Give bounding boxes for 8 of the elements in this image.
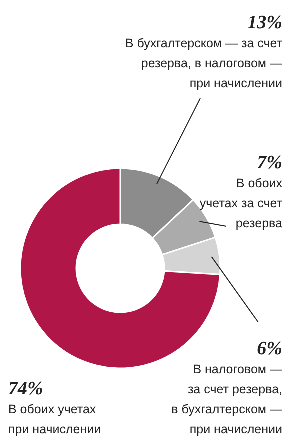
data-label: 6%	[257, 338, 282, 360]
slice-label: В бухгалтерском — за счет резерва, в налоговом — при начислении	[125, 36, 283, 90]
slice-label: В обоих учетах при начислении	[8, 402, 102, 436]
slice-label: В обоих учетах за счет резерва	[200, 176, 284, 230]
data-label: 74%	[8, 378, 44, 400]
data-label: 13%	[248, 12, 282, 34]
slice-label: В налоговом — за счет резерва, в бухгалтерском — при начислении	[172, 362, 283, 436]
data-label: 7%	[257, 152, 282, 174]
